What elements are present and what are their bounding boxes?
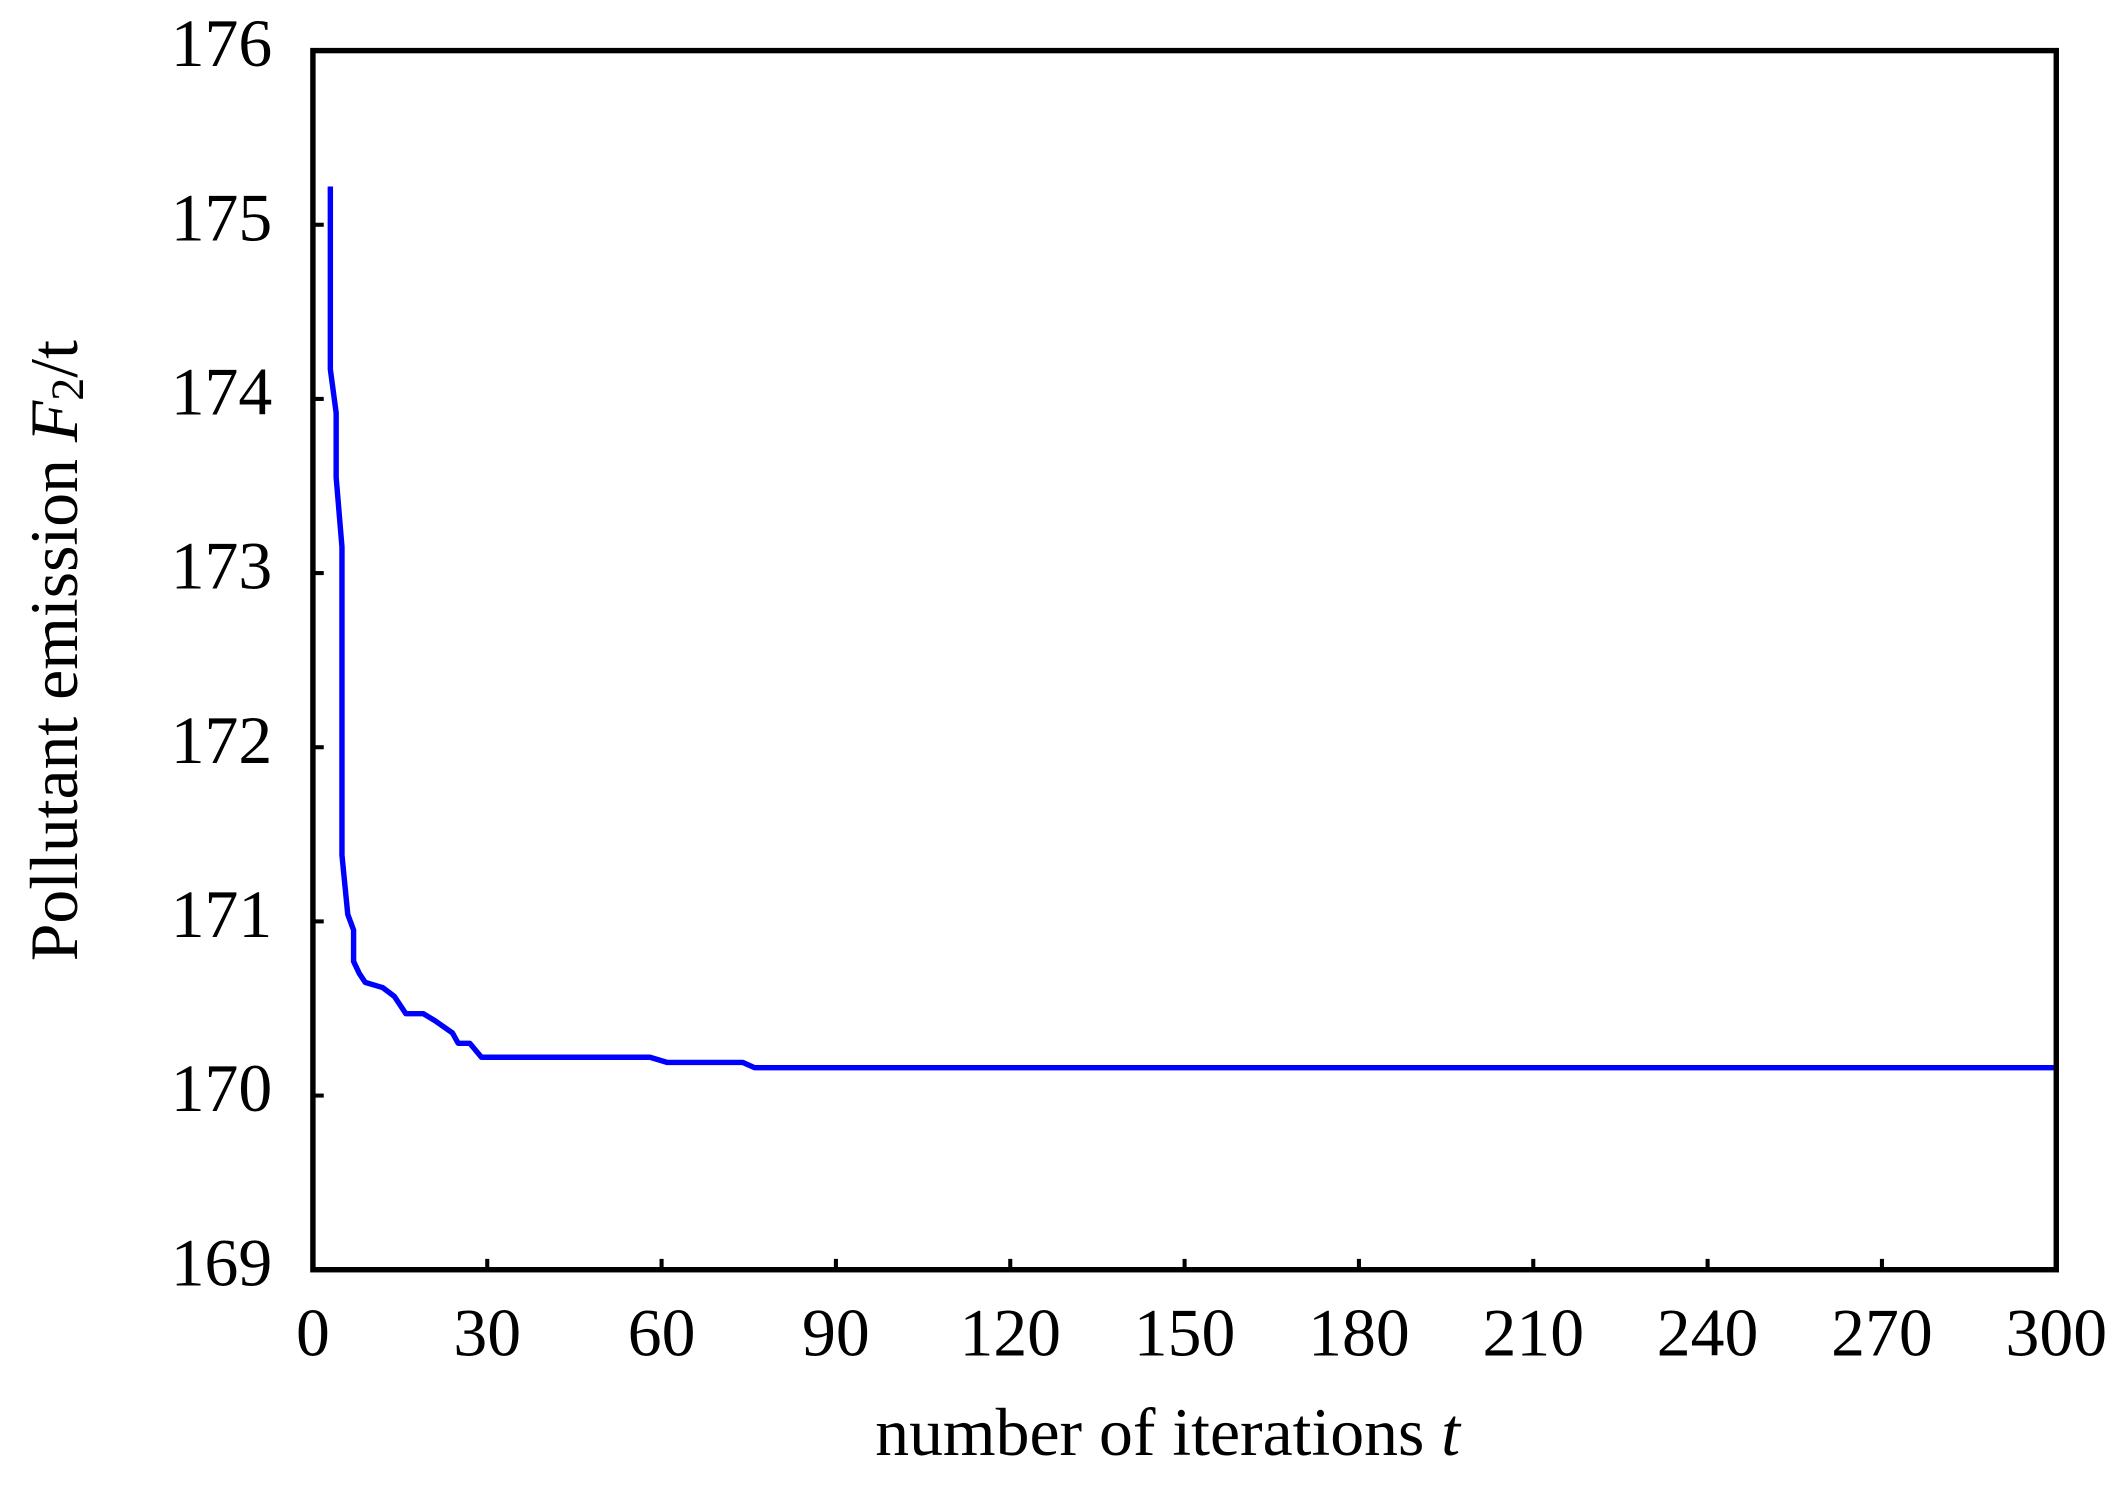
x-tick-label: 60 <box>628 1296 696 1371</box>
y-tick-label: 173 <box>171 529 273 604</box>
y-tick-label: 170 <box>171 1051 273 1126</box>
x-tick-label: 210 <box>1482 1296 1584 1371</box>
data-line <box>327 186 2057 1071</box>
y-tick-label: 172 <box>171 703 273 778</box>
y-tick-label: 171 <box>171 877 273 952</box>
x-tick-label: 300 <box>2005 1296 2107 1371</box>
y-axis-label: Pollutant emission F2/t <box>17 340 93 961</box>
x-tick-label: 120 <box>959 1296 1061 1371</box>
x-tick-label: 0 <box>296 1296 330 1371</box>
y-tick-label: 175 <box>171 180 273 255</box>
x-tick-label: 150 <box>1134 1296 1236 1371</box>
y-label-unit: /t <box>17 340 92 378</box>
x-label-text: number of iterations <box>875 1395 1441 1470</box>
x-axis-label: number of iterations t <box>875 1395 1462 1470</box>
x-label-var: t <box>1441 1395 1462 1470</box>
x-tick-label: 240 <box>1657 1296 1759 1371</box>
x-tick-label: 180 <box>1308 1296 1410 1371</box>
y-label-text: Pollutant emission <box>17 442 92 961</box>
y-tick-label: 174 <box>171 354 273 429</box>
y-label-var: F <box>17 400 92 443</box>
x-tick-label: 270 <box>1831 1296 1933 1371</box>
y-label-sub: 2 <box>41 378 92 401</box>
x-tick-label: 90 <box>802 1296 870 1371</box>
y-tick-label: 176 <box>171 6 273 81</box>
y-tick-label: 169 <box>171 1225 273 1300</box>
x-tick-label: 30 <box>453 1296 521 1371</box>
plot-frame <box>310 47 2059 1273</box>
